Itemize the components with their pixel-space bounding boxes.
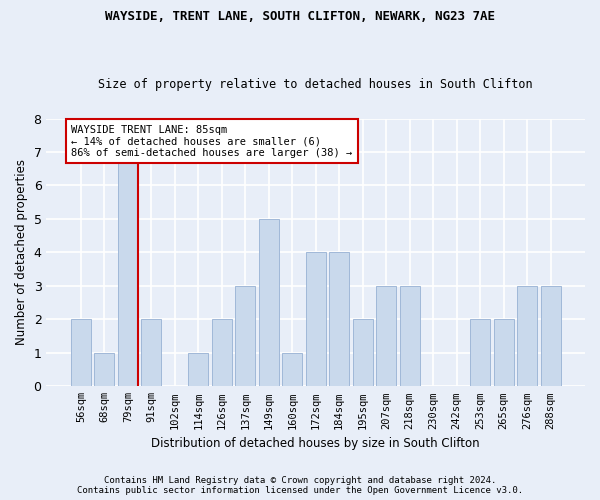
Bar — [259, 219, 279, 386]
Bar — [494, 320, 514, 386]
Bar — [517, 286, 537, 386]
Bar — [306, 252, 326, 386]
X-axis label: Distribution of detached houses by size in South Clifton: Distribution of detached houses by size … — [151, 437, 480, 450]
Bar — [400, 286, 419, 386]
Bar — [353, 320, 373, 386]
Bar — [235, 286, 255, 386]
Bar — [376, 286, 396, 386]
Bar — [470, 320, 490, 386]
Bar — [212, 320, 232, 386]
Bar — [541, 286, 560, 386]
Bar — [329, 252, 349, 386]
Bar — [282, 353, 302, 386]
Bar — [71, 320, 91, 386]
Title: Size of property relative to detached houses in South Clifton: Size of property relative to detached ho… — [98, 78, 533, 91]
Text: WAYSIDE, TRENT LANE, SOUTH CLIFTON, NEWARK, NG23 7AE: WAYSIDE, TRENT LANE, SOUTH CLIFTON, NEWA… — [105, 10, 495, 23]
Bar — [118, 152, 138, 386]
Text: Contains HM Land Registry data © Crown copyright and database right 2024.
Contai: Contains HM Land Registry data © Crown c… — [77, 476, 523, 495]
Bar — [142, 320, 161, 386]
Y-axis label: Number of detached properties: Number of detached properties — [15, 160, 28, 346]
Text: WAYSIDE TRENT LANE: 85sqm
← 14% of detached houses are smaller (6)
86% of semi-d: WAYSIDE TRENT LANE: 85sqm ← 14% of detac… — [71, 124, 353, 158]
Bar — [94, 353, 115, 386]
Bar — [188, 353, 208, 386]
